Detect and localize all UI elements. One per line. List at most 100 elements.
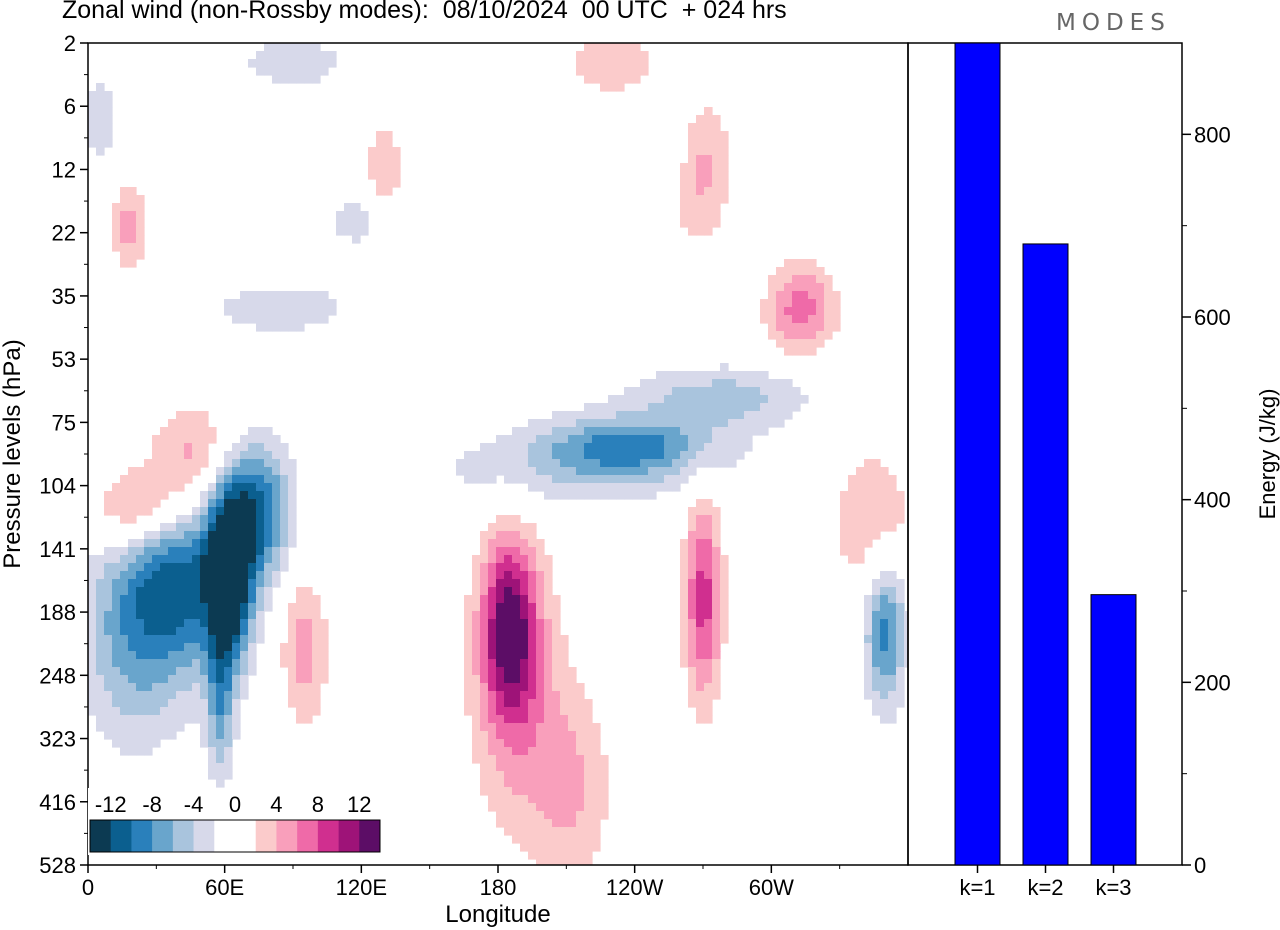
colorbar-label: 4 (270, 792, 282, 817)
heatmap-cell (688, 451, 697, 460)
heatmap-cell (592, 43, 601, 52)
heatmap-cell (352, 203, 361, 212)
heatmap-cell (616, 483, 625, 492)
heatmap-cell (184, 523, 193, 532)
heatmap-cell (584, 427, 593, 436)
heatmap-cell (192, 715, 201, 724)
heatmap-cell (280, 307, 289, 316)
heatmap-cell (152, 563, 161, 572)
heatmap-cell (640, 403, 649, 412)
heatmap-cell (128, 539, 137, 548)
y-tick-label: 6 (64, 94, 76, 119)
heatmap-cell (664, 467, 673, 476)
heatmap-cell (144, 611, 153, 620)
heatmap-cell (184, 595, 193, 604)
heatmap-cell (536, 675, 545, 684)
heatmap-cell (488, 803, 497, 812)
heatmap-cell (808, 299, 817, 308)
heatmap-cell (136, 635, 145, 644)
heatmap-cell (560, 851, 569, 860)
heatmap-cell (624, 411, 633, 420)
heatmap-cell (520, 835, 529, 844)
heatmap-cell (392, 163, 401, 172)
heatmap-cell (208, 659, 217, 668)
heatmap-cell (104, 643, 113, 652)
heatmap-cell (624, 395, 633, 404)
heatmap-cell (664, 475, 673, 484)
heatmap-cell (640, 59, 649, 68)
heatmap-cell (200, 667, 209, 676)
heatmap-cell (472, 603, 481, 612)
heatmap-cell (240, 611, 249, 620)
heatmap-cell (576, 483, 585, 492)
heatmap-cell (584, 451, 593, 460)
heatmap-cell (568, 811, 577, 820)
heatmap-cell (536, 699, 545, 708)
heatmap-cell (248, 667, 257, 676)
heatmap-cell (672, 395, 681, 404)
heatmap-cell (672, 451, 681, 460)
heatmap-cell (224, 555, 233, 564)
heatmap-cell (600, 491, 609, 500)
heatmap-cell (320, 643, 329, 652)
heatmap-cell (584, 435, 593, 444)
heatmap-cell (696, 643, 705, 652)
heatmap-cell (552, 435, 561, 444)
heatmap-cell (704, 147, 713, 156)
heatmap-cell (504, 603, 513, 612)
heatmap-cell (184, 435, 193, 444)
heatmap-cell (704, 595, 713, 604)
heatmap-cell (512, 699, 521, 708)
heatmap-cell (768, 299, 777, 308)
heatmap-cell (264, 299, 273, 308)
heatmap-cell (520, 763, 529, 772)
heatmap-cell (672, 387, 681, 396)
heatmap-cell (688, 211, 697, 220)
heatmap-cell (152, 555, 161, 564)
heatmap-cell (496, 803, 505, 812)
heatmap-cell (504, 787, 513, 796)
heatmap-cell (128, 571, 137, 580)
heatmap-cell (192, 563, 201, 572)
heatmap-cell (768, 379, 777, 388)
heatmap-cell (104, 491, 113, 500)
colorbar-border (89, 819, 381, 853)
heatmap-cell (160, 651, 169, 660)
heatmap-cell (192, 523, 201, 532)
heatmap-cell (304, 51, 313, 60)
heatmap-cell (272, 451, 281, 460)
heatmap-cell (680, 395, 689, 404)
heatmap-cell (240, 691, 249, 700)
heatmap-cell (728, 459, 737, 468)
heatmap-cell (808, 315, 817, 324)
heatmap-cell (152, 667, 161, 676)
heatmap-cell (704, 427, 713, 436)
heatmap-cell (480, 531, 489, 540)
heatmap-cell (552, 795, 561, 804)
heatmap-cell (288, 315, 297, 324)
heatmap-cell (136, 539, 145, 548)
heatmap-cell (624, 387, 633, 396)
heatmap-cell (864, 475, 873, 484)
heatmap-cell (104, 91, 113, 100)
heatmap-cell (776, 339, 785, 348)
heatmap-cell (112, 483, 121, 492)
heatmap-cell (184, 635, 193, 644)
heatmap-cell (792, 283, 801, 292)
heatmap-cell (280, 491, 289, 500)
heatmap-cell (272, 507, 281, 516)
heatmap-cell (560, 643, 569, 652)
colorbar-swatch (317, 820, 339, 852)
heatmap-cell (480, 563, 489, 572)
heatmap-cell (112, 555, 121, 564)
heatmap-cell (272, 563, 281, 572)
heatmap-cell (760, 315, 769, 324)
heatmap-cell (544, 731, 553, 740)
heatmap-cell (280, 467, 289, 476)
heatmap-cell (696, 635, 705, 644)
heatmap-cell (248, 547, 257, 556)
heatmap-cell (704, 107, 713, 116)
heatmap-cell (712, 211, 721, 220)
heatmap-cell (712, 427, 721, 436)
heatmap-cell (312, 619, 321, 628)
